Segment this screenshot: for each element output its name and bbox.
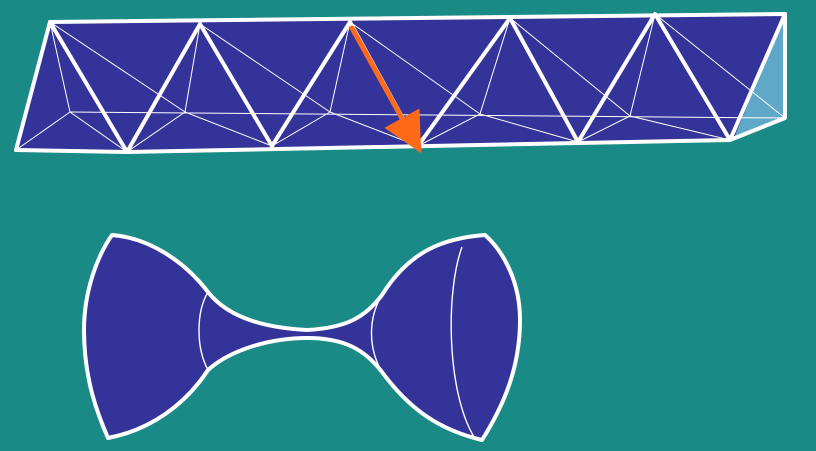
right-neck-ring [370, 294, 383, 373]
bell-outline [82, 233, 522, 442]
inner-edge [49, 21, 71, 113]
inner-edge [271, 111, 331, 147]
inner-edge [479, 17, 511, 115]
inner-edge [577, 115, 631, 143]
inner-edge [49, 21, 186, 113]
inner-edge [629, 115, 731, 141]
triangulated-prism-strip [14, 12, 787, 154]
prism-inner-edges [15, 13, 786, 153]
inner-edge [629, 13, 656, 117]
inner-edge [184, 111, 273, 147]
prism-front-face [16, 14, 785, 152]
inner-edge [417, 113, 481, 147]
inner-edge [479, 113, 579, 143]
inner-edge [654, 13, 786, 119]
inner-edge [126, 111, 186, 153]
right-rim-curve [450, 246, 475, 438]
inner-edge [69, 111, 128, 153]
inner-edge [199, 23, 331, 113]
inner-edge [69, 111, 786, 119]
inner-edge [349, 21, 481, 115]
inner-edge [509, 17, 631, 117]
inner-edge [329, 21, 351, 113]
inner-edge [184, 23, 201, 113]
bell-inner-curves [198, 246, 475, 438]
inner-edge [15, 111, 71, 151]
left-neck-ring [198, 291, 209, 371]
two-bells-joined-by-neck [82, 233, 522, 442]
highlight-arrow [349, 25, 422, 154]
